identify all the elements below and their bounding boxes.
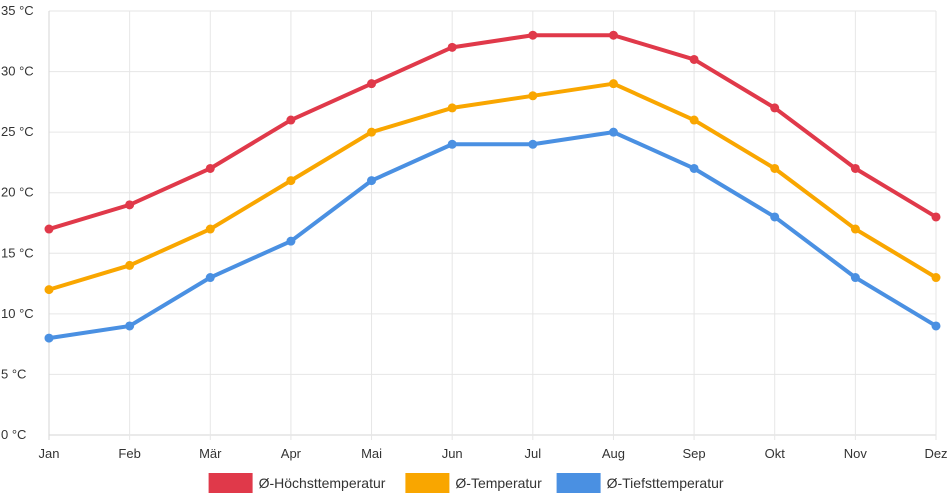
legend-item-1[interactable]: Ø-Temperatur	[405, 473, 542, 493]
x-tick-label: Jan	[39, 446, 60, 461]
data-point[interactable]	[770, 212, 780, 222]
series-line-2	[47, 130, 938, 341]
data-point[interactable]	[689, 115, 699, 125]
x-tick-label: Jul	[525, 446, 542, 461]
data-point[interactable]	[770, 163, 780, 173]
x-tick-label: Okt	[765, 446, 786, 461]
data-point[interactable]	[850, 273, 860, 283]
data-point[interactable]	[447, 42, 457, 52]
grid	[48, 10, 937, 440]
y-tick-label: 30 °C	[1, 64, 34, 79]
data-point[interactable]	[125, 260, 135, 270]
x-axis-ticks: Jan Feb Mär Apr Mai Jun Jul Aug Sep Okt Nov Dez	[39, 446, 948, 461]
y-tick-label: 5 °C	[1, 366, 26, 381]
y-tick-label: 35 °C	[1, 3, 34, 18]
data-point[interactable]	[931, 321, 941, 331]
data-point[interactable]	[850, 224, 860, 234]
data-point[interactable]	[367, 79, 377, 89]
legend-item-0[interactable]: Ø-Höchsttemperatur	[208, 473, 386, 493]
data-point[interactable]	[689, 54, 699, 64]
data-point[interactable]	[528, 30, 538, 40]
data-point[interactable]	[125, 200, 135, 210]
legend-item-2[interactable]: Ø-Tiefsttemperatur	[556, 473, 724, 493]
legend-swatch	[556, 473, 601, 493]
x-tick-label: Apr	[281, 446, 302, 461]
data-point[interactable]	[528, 91, 538, 101]
data-point[interactable]	[447, 139, 457, 149]
x-tick-label: Feb	[118, 446, 140, 461]
data-point[interactable]	[608, 79, 618, 89]
y-tick-label: 20 °C	[1, 185, 34, 200]
data-point[interactable]	[770, 103, 780, 113]
x-tick-label: Dez	[924, 446, 947, 461]
x-tick-label: Nov	[844, 446, 868, 461]
data-point[interactable]	[931, 273, 941, 283]
data-point[interactable]	[286, 176, 296, 186]
legend-swatch	[405, 473, 450, 493]
legend-label: Ø-Tiefsttemperatur	[607, 475, 724, 491]
y-tick-label: 0 °C	[1, 427, 26, 442]
x-tick-label: Mai	[361, 446, 382, 461]
x-tick-label: Mär	[199, 446, 222, 461]
data-point[interactable]	[205, 273, 215, 283]
data-point[interactable]	[608, 30, 618, 40]
x-tick-label: Aug	[602, 446, 625, 461]
data-point[interactable]	[286, 115, 296, 125]
data-point[interactable]	[205, 224, 215, 234]
x-tick-label: Jun	[442, 446, 463, 461]
y-tick-label: 15 °C	[1, 245, 34, 260]
y-tick-label: 10 °C	[1, 306, 34, 321]
y-axis-ticks: 0 °C 5 °C 10 °C 15 °C 20 °C 25 °C 30 °C 35 °C	[1, 3, 34, 442]
legend-label: Ø-Temperatur	[455, 475, 542, 491]
data-point[interactable]	[931, 212, 941, 222]
y-tick-label: 25 °C	[1, 124, 34, 139]
series-line-0	[47, 33, 938, 232]
data-point[interactable]	[367, 176, 377, 186]
data-point[interactable]	[528, 139, 538, 149]
data-point[interactable]	[367, 127, 377, 137]
legend: Ø-Höchsttemperatur Ø-Temperatur Ø-Tiefstte…	[208, 473, 724, 493]
data-point[interactable]	[44, 224, 54, 234]
data-point[interactable]	[44, 333, 54, 343]
data-point[interactable]	[205, 163, 215, 173]
data-point[interactable]	[125, 321, 135, 331]
legend-swatch	[208, 473, 253, 493]
data-point[interactable]	[850, 163, 860, 173]
data-point[interactable]	[447, 103, 457, 113]
data-point[interactable]	[608, 127, 618, 137]
legend-label: Ø-Höchsttemperatur	[259, 475, 386, 491]
x-tick-label: Sep	[683, 446, 706, 461]
data-point[interactable]	[689, 163, 699, 173]
series-lines	[44, 30, 941, 343]
data-point[interactable]	[286, 236, 296, 246]
series-line-1	[47, 81, 938, 292]
data-point[interactable]	[44, 285, 54, 295]
